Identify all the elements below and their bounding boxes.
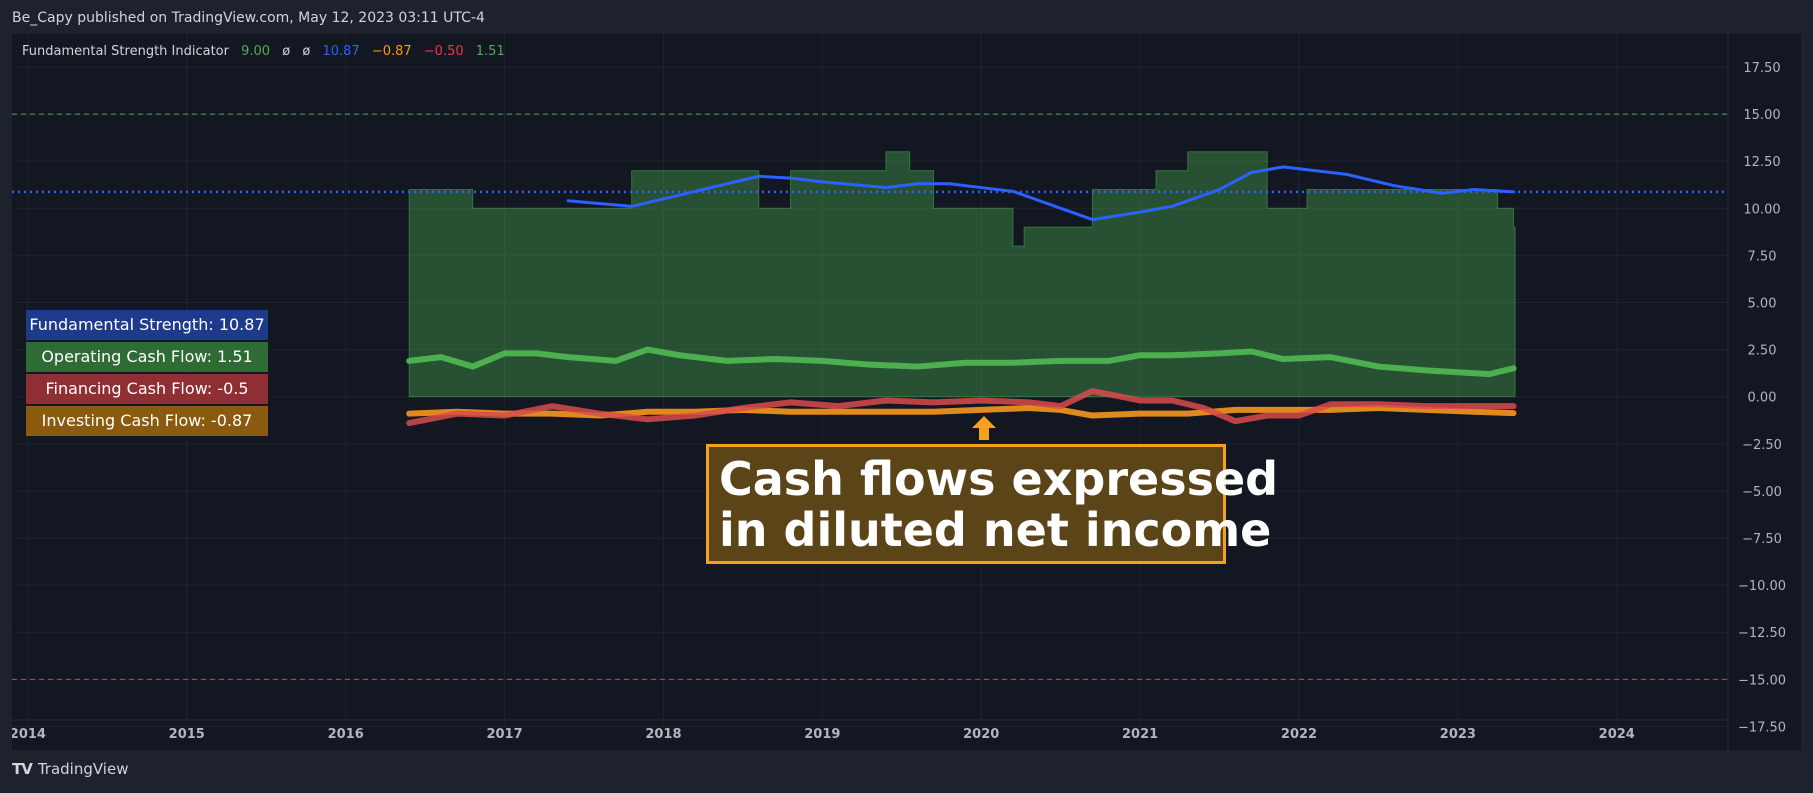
- x-tick-label-9: 2023: [1440, 727, 1476, 742]
- x-tick-label-10: 2024: [1599, 727, 1635, 742]
- arrow-stem: [979, 428, 989, 440]
- y-tick-label-0: 17.50: [1743, 61, 1780, 76]
- y-tick-label-4: 7.50: [1748, 249, 1777, 264]
- indicator-value-plot-1: 9.00: [241, 44, 271, 59]
- legend-fundamental-strength: Fundamental Strength: 10.87: [26, 310, 268, 340]
- indicator-legend[interactable]: Fundamental Strength Indicator 9.00 ø ø …: [22, 44, 513, 59]
- y-tick-label-7: 0.00: [1748, 391, 1777, 406]
- brand-name[interactable]: TradingView: [37, 760, 129, 778]
- x-tick-label-0: 2014: [12, 727, 46, 742]
- legend-investing-cash-flow: Investing Cash Flow: -0.87: [26, 406, 268, 436]
- series-line-0: [566, 165, 1515, 222]
- tradingview-logo-icon[interactable]: TV: [12, 760, 33, 778]
- indicator-value-plot-3: ø: [302, 44, 311, 59]
- y-tick-label-9: −5.00: [1742, 485, 1782, 500]
- callout-line-1: Cash flows expressed: [719, 452, 1279, 506]
- indicator-value-plot-4: 10.87: [322, 44, 360, 59]
- callout-line-2: in diluted net income: [719, 503, 1272, 557]
- x-tick-label-2: 2016: [328, 727, 364, 742]
- indicator-name[interactable]: Fundamental Strength Indicator: [22, 44, 229, 59]
- series-line-1: [406, 346, 1517, 378]
- y-tick-label-10: −7.50: [1742, 532, 1782, 547]
- publish-info: Be_Capy published on TradingView.com, Ma…: [12, 10, 485, 26]
- y-tick-label-14: −17.50: [1738, 720, 1786, 735]
- y-tick-label-11: −10.00: [1738, 579, 1786, 594]
- x-tick-label-3: 2017: [486, 727, 522, 742]
- footer-brand[interactable]: TV TradingView: [12, 760, 128, 778]
- x-tick-label-7: 2021: [1122, 727, 1158, 742]
- x-tick-label-8: 2022: [1281, 727, 1317, 742]
- arrow-up-icon: [972, 416, 996, 428]
- legend-operating-cash-flow: Operating Cash Flow: 1.51: [26, 342, 268, 372]
- indicator-value-plot-5: −0.87: [371, 44, 412, 59]
- indicator-value-plot-6: −0.50: [423, 44, 464, 59]
- y-tick-label-1: 15.00: [1743, 108, 1780, 123]
- x-tick-label-1: 2015: [169, 727, 205, 742]
- x-tick-label-5: 2019: [804, 727, 840, 742]
- y-tick-label-8: −2.50: [1742, 438, 1782, 453]
- x-tick-label-6: 2020: [963, 727, 999, 742]
- indicator-value-plot-2: ø: [282, 44, 291, 59]
- chart-pane[interactable]: 17.50 15.00 12.50 10.00 7.50 5.00 2.50 0.00 −2.5…: [12, 34, 1801, 750]
- annotation-callout: Cash flows expressed in diluted net inco…: [706, 444, 1279, 564]
- series-line-2: [406, 388, 1517, 427]
- y-tick-label-6: 2.50: [1748, 344, 1777, 359]
- y-tick-label-13: −15.00: [1738, 673, 1786, 688]
- y-tick-label-5: 5.00: [1748, 297, 1777, 312]
- legend-financing-cash-flow: Financing Cash Flow: -0.5: [26, 374, 268, 404]
- legend-table: Fundamental Strength: 10.87 Operating Ca…: [26, 310, 268, 438]
- y-tick-label-12: −12.50: [1738, 626, 1786, 641]
- y-tick-label-3: 10.00: [1743, 202, 1780, 217]
- indicator-value-plot-7: 1.51: [475, 44, 505, 59]
- y-tick-label-2: 12.50: [1743, 155, 1780, 170]
- chart-svg[interactable]: 17.50 15.00 12.50 10.00 7.50 5.00 2.50 0.00 −2.5…: [12, 34, 1801, 750]
- x-tick-label-4: 2018: [645, 727, 681, 742]
